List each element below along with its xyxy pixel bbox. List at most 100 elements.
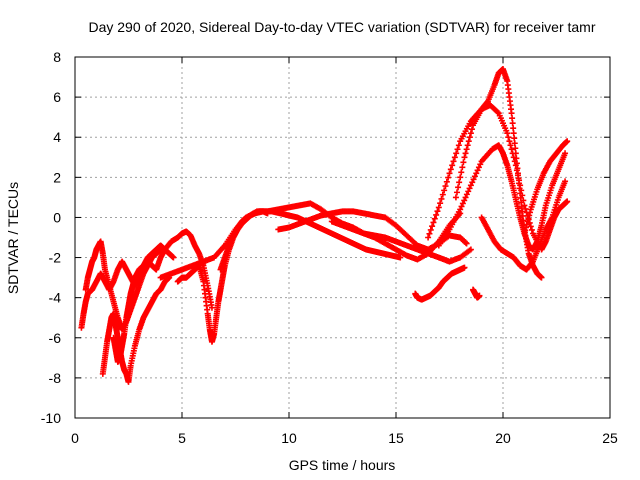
data-point — [509, 120, 516, 127]
data-point — [505, 134, 512, 141]
y-tick-label: -4 — [49, 290, 62, 306]
data-point — [527, 209, 534, 216]
data-point — [462, 194, 469, 201]
series-arc-late-peak — [425, 66, 545, 281]
data-point — [425, 234, 432, 241]
data-point — [476, 292, 483, 299]
series-arc-dip-6h — [174, 208, 271, 345]
series-arc-early-c — [99, 274, 173, 385]
data-point — [434, 208, 441, 215]
data-point — [504, 130, 511, 137]
data-point — [494, 109, 501, 116]
data-point — [469, 179, 476, 186]
y-tick-label: 8 — [53, 49, 61, 65]
y-axis: -10 -8 -6 -4 -2 0 2 4 6 8 — [41, 49, 610, 426]
data-point — [525, 215, 532, 222]
data-point — [437, 200, 444, 207]
data-point — [511, 158, 518, 165]
data-point — [510, 154, 517, 161]
data-point — [446, 170, 453, 177]
data-point — [465, 138, 472, 145]
data-point — [461, 197, 468, 204]
data-point — [452, 194, 459, 201]
y-tick-label: 2 — [53, 169, 61, 185]
data-point — [457, 206, 464, 213]
data-point — [453, 189, 460, 196]
data-point — [508, 146, 515, 153]
data-point — [526, 212, 533, 219]
data-point — [450, 158, 457, 165]
data-point — [521, 202, 528, 209]
data-point — [426, 230, 433, 237]
y-tick-label: -8 — [49, 370, 62, 386]
data-point — [522, 227, 529, 234]
data-point — [441, 187, 448, 194]
data-point — [455, 142, 462, 149]
data-point — [474, 167, 481, 174]
y-tick-label: 0 — [53, 209, 61, 225]
data-point — [527, 223, 534, 230]
y-tick-label: -10 — [41, 410, 61, 426]
data-point — [529, 259, 536, 266]
data-point — [447, 166, 454, 173]
data-point — [445, 174, 452, 181]
data-point — [512, 145, 519, 152]
data-point — [467, 130, 474, 137]
data-point — [465, 188, 472, 195]
series-arc-mid-d — [328, 218, 474, 265]
data-point — [510, 130, 517, 137]
data-point — [564, 138, 571, 145]
data-point — [509, 115, 516, 122]
data-point — [459, 200, 466, 207]
data-point — [507, 142, 514, 149]
data-point — [524, 218, 531, 225]
data-point — [439, 191, 446, 198]
data-point — [461, 154, 468, 161]
data-point — [562, 178, 569, 185]
y-tick-label: -6 — [49, 330, 62, 346]
data-point — [451, 154, 458, 161]
data-point — [454, 146, 461, 153]
data-point — [457, 174, 464, 181]
data-point — [443, 178, 450, 185]
x-tick-label: 25 — [602, 430, 618, 446]
data-marks — [78, 66, 571, 385]
data-point — [438, 195, 445, 202]
data-point — [522, 205, 529, 212]
y-tick-label: 4 — [53, 129, 61, 145]
data-point — [513, 167, 520, 174]
data-point — [455, 184, 462, 191]
series-arc-isolated-19h — [470, 286, 483, 301]
data-point — [461, 264, 468, 271]
series-arc-late-e — [521, 138, 571, 237]
data-point — [562, 150, 569, 157]
data-point — [518, 187, 525, 194]
data-point — [459, 164, 466, 171]
data-point — [473, 170, 480, 177]
plot-frame — [74, 56, 611, 419]
data-point — [463, 146, 470, 153]
data-point — [433, 211, 440, 218]
y-axis-label: SDTVAR / TECUs — [5, 182, 21, 294]
data-point — [458, 169, 465, 176]
data-point — [458, 203, 465, 210]
data-point — [463, 191, 470, 198]
data-point — [475, 164, 482, 171]
series-arc-early-d — [110, 242, 177, 365]
data-point — [523, 224, 530, 231]
data-point — [453, 150, 460, 157]
series-arc-early-b — [82, 238, 164, 333]
data-point — [509, 150, 516, 157]
data-point — [442, 183, 449, 190]
series-arc-mid-b — [217, 208, 404, 273]
data-point — [506, 138, 513, 145]
data-point — [564, 198, 571, 205]
data-point — [511, 140, 518, 147]
series-arc-late-d — [478, 178, 569, 273]
data-point — [508, 110, 515, 117]
data-point — [170, 254, 177, 261]
data-point — [456, 179, 463, 186]
data-point — [460, 159, 467, 166]
data-point — [514, 172, 521, 179]
